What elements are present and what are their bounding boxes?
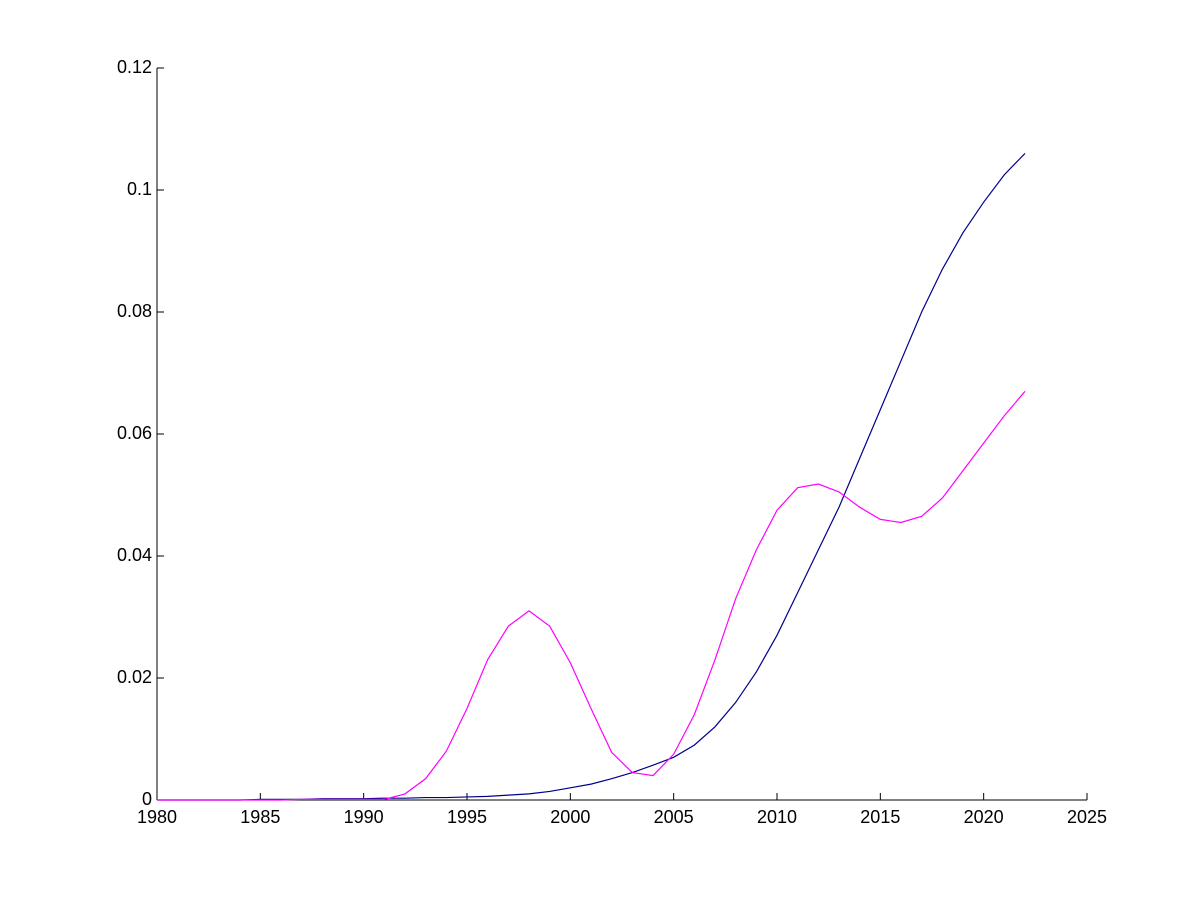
y-tick-label: 0.06 [117, 423, 152, 443]
x-tick-label: 1990 [344, 807, 384, 827]
y-tick-label: 0 [142, 789, 152, 809]
x-tick-label: 1995 [447, 807, 487, 827]
x-tick-label: 1985 [240, 807, 280, 827]
y-tick-label: 0.02 [117, 667, 152, 687]
y-tick-label: 0.08 [117, 301, 152, 321]
y-tick-label: 0.1 [127, 179, 152, 199]
line-series [157, 390, 1026, 801]
x-tick-label: 2020 [964, 807, 1004, 827]
y-tick-label: 0.12 [117, 57, 152, 77]
x-tick-label: 2000 [550, 807, 590, 827]
x-tick-label: 1980 [137, 807, 177, 827]
x-tick-label: 2015 [860, 807, 900, 827]
x-tick-label: 2025 [1067, 807, 1107, 827]
x-tick-label: 2005 [654, 807, 694, 827]
x-tick-label: 2010 [757, 807, 797, 827]
y-tick-label: 0.04 [117, 545, 152, 565]
